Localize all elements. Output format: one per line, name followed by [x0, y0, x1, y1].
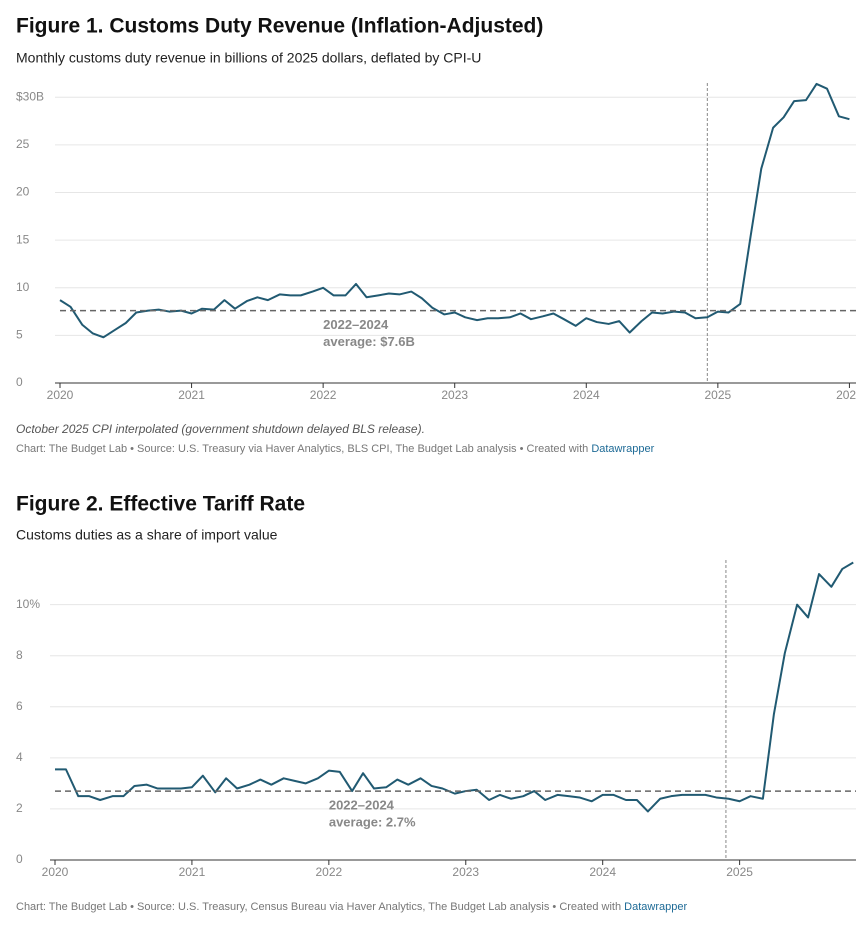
- source-link[interactable]: Datawrapper: [591, 443, 654, 455]
- y-tick-label: 10%: [16, 597, 40, 611]
- chart-title: Figure 2. Effective Tariff Rate: [16, 493, 305, 516]
- x-tick-label: 2022: [310, 388, 337, 402]
- x-tick-label: 2022: [315, 865, 342, 879]
- chart-source: Chart: The Budget Lab • Source: U.S. Tre…: [16, 443, 655, 455]
- y-tick-label: 15: [16, 232, 30, 246]
- chart-note: October 2025 CPI interpolated (governmen…: [16, 422, 425, 436]
- reference-label: average: 2.7%: [329, 815, 416, 830]
- x-tick-label: 2025: [704, 388, 731, 402]
- y-tick-label: 10: [16, 280, 30, 294]
- x-tick-label: 2020: [47, 388, 74, 402]
- x-tick-label: 2026: [836, 388, 856, 402]
- source-text: Chart: The Budget Lab • Source: U.S. Tre…: [16, 901, 624, 913]
- y-tick-label: 4: [16, 750, 23, 764]
- y-tick-label: $30B: [16, 89, 44, 103]
- reference-label: 2022–2024: [329, 798, 395, 813]
- source-text: Chart: The Budget Lab • Source: U.S. Tre…: [16, 443, 591, 455]
- source-link[interactable]: Datawrapper: [624, 901, 687, 913]
- reference-label: 2022–2024: [323, 317, 389, 332]
- x-tick-label: 2020: [42, 865, 69, 879]
- x-tick-label: 2024: [589, 865, 616, 879]
- x-tick-label: 2023: [441, 388, 468, 402]
- chart-title: Figure 1. Customs Duty Revenue (Inflatio…: [16, 15, 543, 38]
- data-line: [55, 561, 854, 813]
- chart-source: Chart: The Budget Lab • Source: U.S. Tre…: [16, 901, 687, 913]
- x-tick-label: 2021: [179, 865, 206, 879]
- y-tick-label: 20: [16, 185, 30, 199]
- y-tick-label: 6: [16, 699, 23, 713]
- reference-label: average: $7.6B: [323, 334, 415, 349]
- x-tick-label: 2025: [726, 865, 753, 879]
- x-tick-label: 2024: [573, 388, 600, 402]
- y-tick-label: 8: [16, 648, 23, 662]
- data-line: [59, 82, 850, 339]
- y-tick-label: 0: [16, 852, 23, 866]
- y-tick-label: 5: [16, 328, 23, 342]
- y-tick-label: 25: [16, 137, 30, 151]
- y-tick-label: 0: [16, 375, 23, 389]
- chart-subtitle: Customs duties as a share of import valu…: [16, 527, 278, 543]
- x-tick-label: 2023: [452, 865, 479, 879]
- y-tick-label: 2: [16, 801, 23, 815]
- chart-subtitle: Monthly customs duty revenue in billions…: [16, 50, 481, 66]
- x-tick-label: 2021: [178, 388, 205, 402]
